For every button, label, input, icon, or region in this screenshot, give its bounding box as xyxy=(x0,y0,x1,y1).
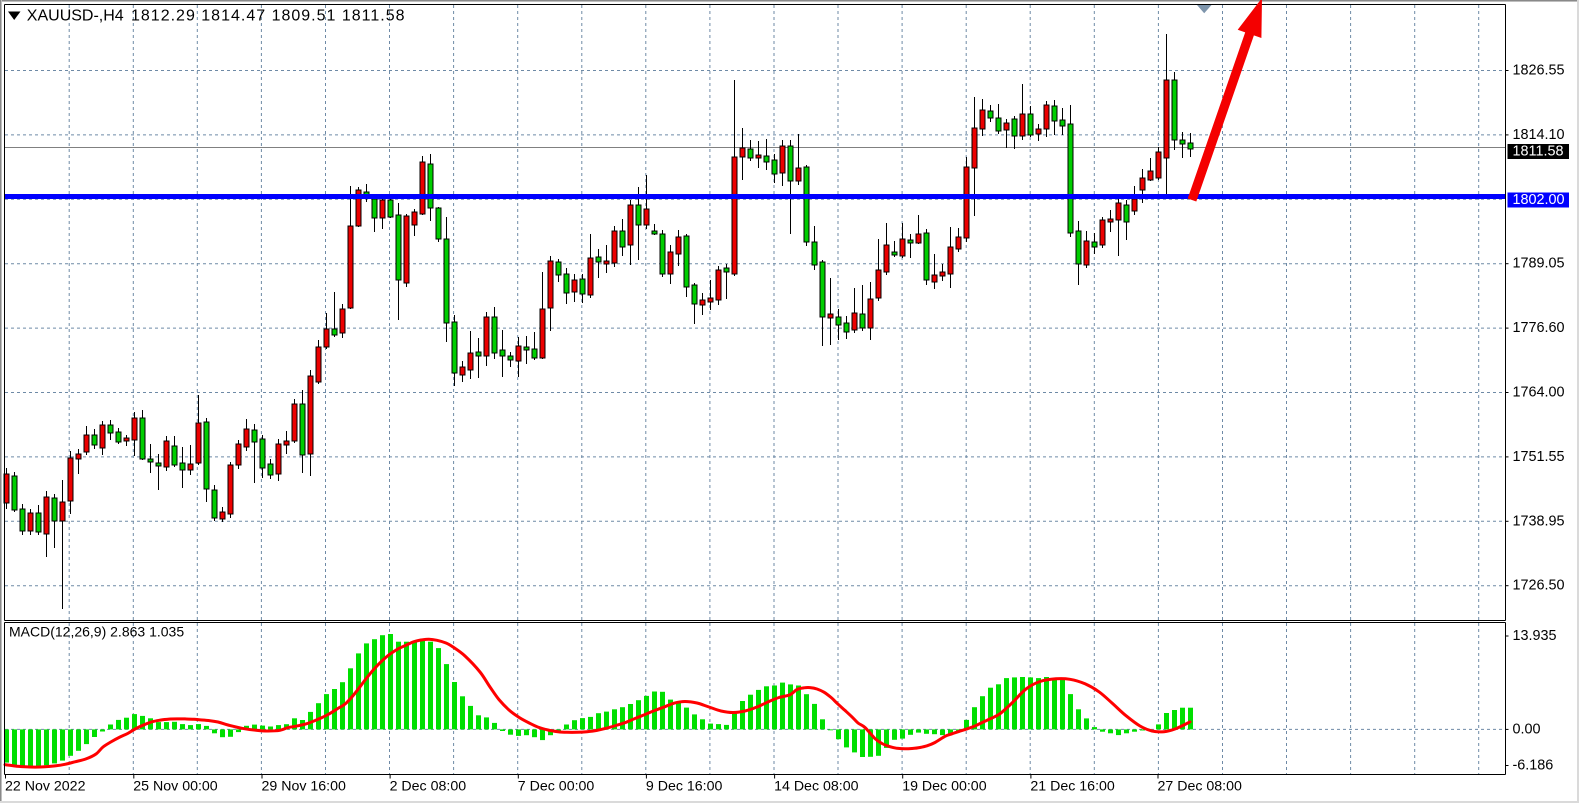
svg-text:1811.58: 1811.58 xyxy=(1513,144,1564,160)
svg-text:2 Dec 08:00: 2 Dec 08:00 xyxy=(390,779,467,795)
svg-text:9 Dec 16:00: 9 Dec 16:00 xyxy=(646,779,723,795)
svg-text:1789.05: 1789.05 xyxy=(1513,256,1565,272)
svg-text:0.00: 0.00 xyxy=(1513,721,1541,737)
svg-text:29 Nov 16:00: 29 Nov 16:00 xyxy=(262,779,347,795)
svg-text:-6.186: -6.186 xyxy=(1513,758,1554,774)
svg-text:1764.00: 1764.00 xyxy=(1513,385,1565,401)
svg-text:7 Dec 00:00: 7 Dec 00:00 xyxy=(518,779,595,795)
svg-text:19 Dec 00:00: 19 Dec 00:00 xyxy=(902,779,987,795)
svg-text:1826.55: 1826.55 xyxy=(1513,63,1565,79)
svg-text:MACD(12,26,9) 2.863 1.035: MACD(12,26,9) 2.863 1.035 xyxy=(9,624,184,640)
svg-text:1776.60: 1776.60 xyxy=(1513,320,1565,336)
svg-text:13.935: 13.935 xyxy=(1513,628,1557,644)
svg-text:1751.55: 1751.55 xyxy=(1513,449,1565,465)
svg-text:21 Dec 16:00: 21 Dec 16:00 xyxy=(1030,779,1115,795)
svg-text:25 Nov 00:00: 25 Nov 00:00 xyxy=(133,779,218,795)
svg-text:1802.00: 1802.00 xyxy=(1513,192,1565,208)
svg-text:22 Nov 2022: 22 Nov 2022 xyxy=(5,779,86,795)
svg-text:XAUUSD-,H4: XAUUSD-,H4 xyxy=(27,7,124,24)
svg-text:1814.10: 1814.10 xyxy=(1513,127,1565,143)
svg-text:14 Dec 08:00: 14 Dec 08:00 xyxy=(774,779,859,795)
svg-text:1812.29 1814.47 1809.51 1811.5: 1812.29 1814.47 1809.51 1811.58 xyxy=(131,7,406,24)
svg-text:1726.50: 1726.50 xyxy=(1513,578,1565,594)
svg-text:27 Dec 08:00: 27 Dec 08:00 xyxy=(1158,779,1243,795)
svg-text:1738.95: 1738.95 xyxy=(1513,513,1565,529)
